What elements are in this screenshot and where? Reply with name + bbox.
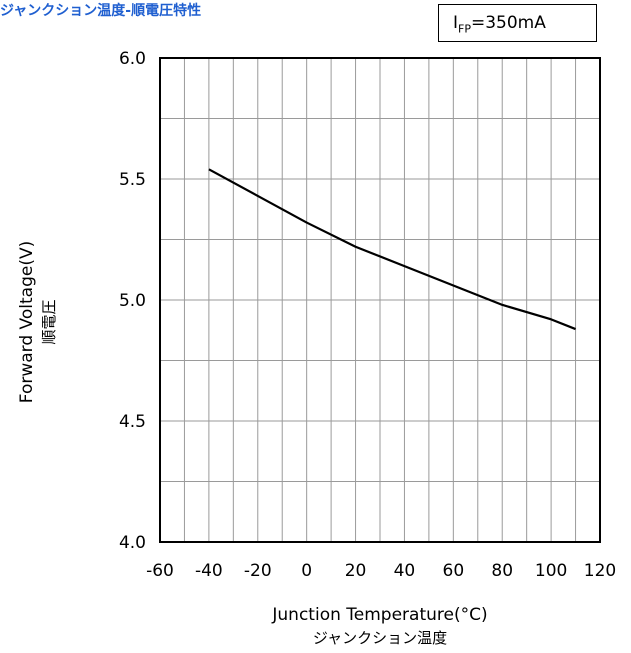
x-axis-label: Junction Temperature(°C) [271, 605, 487, 625]
condition-symbol: I [453, 13, 459, 33]
x-tick-labels: -60 -40 -20 0 20 40 60 80 100 120 [146, 561, 616, 581]
x-tick-label: 40 [394, 561, 416, 581]
y-tick-labels: 4.0 4.5 5.0 5.5 6.0 [119, 49, 146, 553]
x-tick-label: -60 [146, 561, 174, 581]
y-tick-label: 4.5 [119, 412, 146, 432]
x-tick-label: 120 [584, 561, 616, 581]
x-tick-label: 60 [443, 561, 465, 581]
x-axis-label-jp: ジャンクション温度 [313, 629, 447, 647]
series-layer [208, 168, 576, 331]
x-tick-label: 100 [535, 561, 567, 581]
x-tick-label: 80 [491, 561, 513, 581]
chart-title: ジャンクション温度-順電圧特性 [0, 3, 202, 19]
y-tick-label: 4.0 [119, 533, 146, 553]
condition-value: =350mA [470, 13, 546, 33]
series-line [208, 168, 576, 331]
y-tick-label: 6.0 [119, 49, 146, 69]
y-axis-label: Forward Voltage(V) [17, 241, 37, 403]
x-tick-label: 0 [301, 561, 312, 581]
y-tick-label: 5.5 [119, 170, 146, 190]
x-tick-label: -20 [244, 561, 272, 581]
condition-box: IFP=350mA [438, 4, 597, 42]
x-tick-label: 20 [345, 561, 367, 581]
condition-subscript: FP [458, 22, 471, 36]
y-tick-label: 5.0 [119, 291, 146, 311]
x-tick-label: -40 [195, 561, 223, 581]
plot-frame [159, 57, 601, 543]
y-axis-label-jp: 順電圧 [40, 299, 58, 344]
grid-lines [160, 58, 600, 542]
